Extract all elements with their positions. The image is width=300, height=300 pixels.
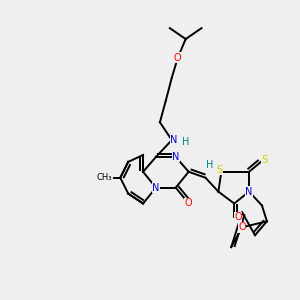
Text: O: O: [185, 199, 193, 208]
Text: N: N: [172, 152, 179, 162]
Text: S: S: [262, 155, 268, 165]
Text: O: O: [238, 222, 246, 232]
Text: O: O: [234, 212, 242, 222]
Text: O: O: [174, 53, 182, 63]
Text: N: N: [170, 135, 178, 145]
Text: N: N: [245, 187, 253, 196]
Text: H: H: [182, 137, 189, 147]
Text: CH₃: CH₃: [97, 173, 112, 182]
Text: N: N: [152, 183, 160, 193]
Text: S: S: [216, 165, 222, 175]
Text: H: H: [206, 160, 213, 170]
